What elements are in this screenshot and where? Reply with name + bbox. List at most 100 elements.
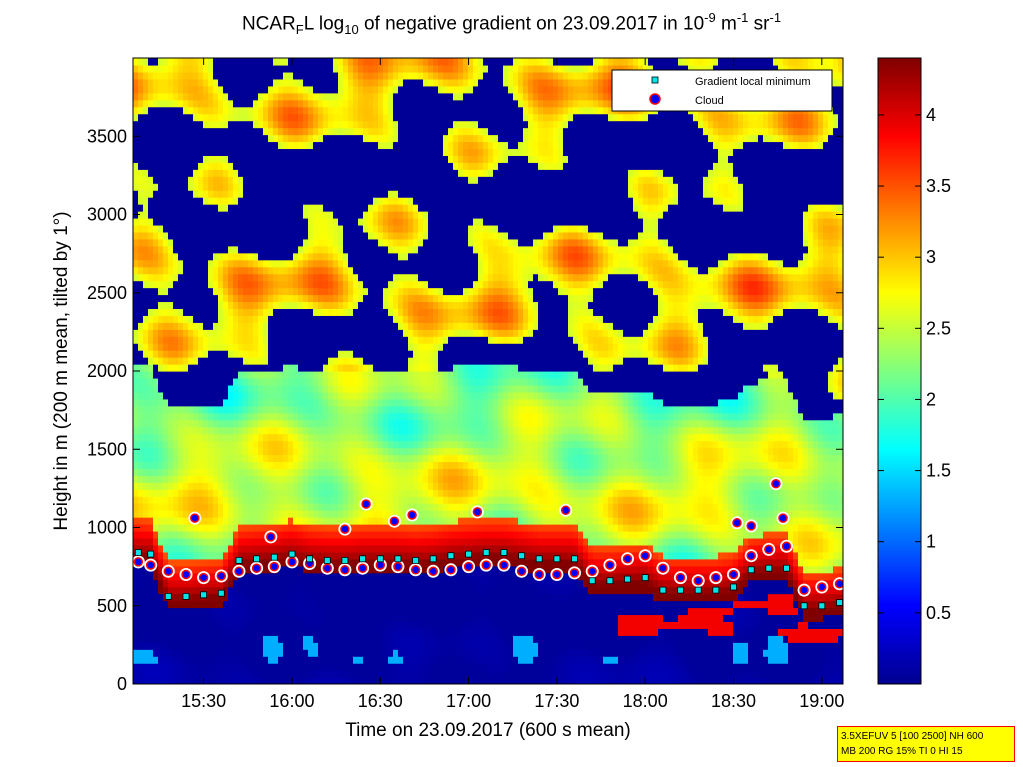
heatmap-cell bbox=[338, 176, 344, 184]
heatmap-cell bbox=[273, 162, 279, 170]
heatmap-cell bbox=[368, 447, 374, 456]
heatmap-cell bbox=[278, 58, 284, 66]
heatmap-cell bbox=[183, 343, 189, 351]
heatmap-cell bbox=[233, 85, 239, 94]
heatmap-cell bbox=[328, 670, 334, 678]
heatmap-cell bbox=[283, 524, 289, 532]
heatmap-cell bbox=[228, 496, 234, 504]
heatmap-cell bbox=[323, 357, 329, 365]
heatmap-cell bbox=[188, 537, 194, 546]
heatmap-cell bbox=[398, 489, 404, 497]
heatmap-cell bbox=[168, 217, 174, 226]
heatmap-cell bbox=[308, 211, 314, 219]
heatmap-cell bbox=[248, 113, 254, 122]
heatmap-cell bbox=[158, 336, 164, 344]
heatmap-cell bbox=[288, 377, 294, 386]
heatmap-cell bbox=[353, 405, 359, 414]
heatmap-cell bbox=[398, 510, 404, 518]
heatmap-cell bbox=[148, 85, 154, 94]
heatmap-cell bbox=[163, 677, 169, 684]
heatmap-cell bbox=[253, 169, 259, 177]
heatmap-cell bbox=[188, 475, 194, 483]
heatmap-cell bbox=[238, 224, 244, 233]
heatmap-cell bbox=[273, 113, 279, 122]
heatmap-cell bbox=[373, 440, 379, 449]
heatmap-cell bbox=[358, 391, 364, 400]
heatmap-cell bbox=[343, 217, 349, 226]
heatmap-cell bbox=[313, 482, 319, 490]
heatmap-cell bbox=[198, 176, 204, 184]
heatmap-cell bbox=[403, 649, 409, 657]
heatmap-cell bbox=[178, 141, 184, 150]
heatmap-cell bbox=[198, 217, 204, 226]
heatmap-cell bbox=[388, 440, 394, 449]
heatmap-cell bbox=[233, 280, 239, 289]
heatmap-cell bbox=[248, 461, 254, 469]
heatmap-cell bbox=[228, 350, 234, 358]
heatmap-cell bbox=[248, 371, 254, 379]
heatmap-cell bbox=[183, 245, 189, 254]
heatmap-cell bbox=[183, 371, 189, 379]
heatmap-cell bbox=[153, 586, 159, 595]
heatmap-cell bbox=[383, 524, 389, 532]
heatmap-cell bbox=[243, 621, 249, 629]
heatmap-cell bbox=[258, 426, 264, 435]
heatmap-cell bbox=[338, 621, 344, 629]
heatmap-cell bbox=[323, 162, 329, 170]
heatmap-cell bbox=[408, 371, 414, 379]
heatmap-cell bbox=[278, 99, 284, 108]
heatmap-cell bbox=[303, 412, 309, 421]
heatmap-cell bbox=[383, 544, 389, 553]
heatmap-cell bbox=[323, 99, 329, 108]
heatmap-cell bbox=[368, 565, 374, 574]
heatmap-cell bbox=[163, 224, 169, 233]
heatmap-cell bbox=[408, 419, 414, 428]
heatmap-cell bbox=[348, 308, 354, 316]
heatmap-cell bbox=[203, 245, 209, 254]
heatmap-cell bbox=[298, 190, 304, 198]
heatmap-cell bbox=[353, 544, 359, 553]
heatmap-cell bbox=[293, 426, 299, 435]
heatmap-cell bbox=[198, 71, 204, 80]
heatmap-cell bbox=[273, 343, 279, 351]
heatmap-cell bbox=[173, 315, 179, 323]
heatmap-cell bbox=[288, 468, 294, 476]
heatmap-cell bbox=[173, 224, 179, 233]
heatmap-cell bbox=[403, 398, 409, 407]
heatmap-cell bbox=[163, 280, 169, 289]
heatmap-cell bbox=[398, 329, 404, 337]
heatmap-cell bbox=[218, 440, 224, 449]
heatmap-cell bbox=[148, 99, 154, 108]
heatmap-cell bbox=[273, 252, 279, 261]
heatmap-cell bbox=[268, 544, 274, 553]
heatmap-cell bbox=[308, 141, 314, 150]
heatmap-cell bbox=[248, 120, 254, 129]
heatmap-cell bbox=[318, 607, 324, 616]
heatmap-cell bbox=[278, 454, 284, 463]
heatmap-cell bbox=[263, 364, 269, 372]
heatmap-cell bbox=[208, 454, 214, 463]
heatmap-cell bbox=[238, 58, 244, 66]
heatmap-cell bbox=[283, 454, 289, 463]
heatmap-cell bbox=[238, 106, 244, 115]
heatmap-cell bbox=[133, 148, 139, 156]
heatmap-cell bbox=[233, 600, 239, 609]
heatmap-cell bbox=[318, 537, 324, 546]
heatmap-cell bbox=[258, 593, 264, 602]
heatmap-cell bbox=[258, 586, 264, 595]
heatmap-cell bbox=[188, 530, 194, 539]
heatmap-cell bbox=[373, 287, 379, 296]
heatmap-cell bbox=[398, 106, 404, 115]
heatmap-cell bbox=[268, 357, 274, 365]
heatmap-cell bbox=[153, 677, 159, 684]
heatmap-cell bbox=[268, 106, 274, 115]
heatmap-cell bbox=[268, 579, 274, 588]
heatmap-cell bbox=[403, 350, 409, 358]
heatmap-cell bbox=[153, 190, 159, 198]
heatmap-cell bbox=[303, 454, 309, 463]
heatmap-cell bbox=[148, 468, 154, 476]
heatmap-cell bbox=[313, 537, 319, 546]
heatmap-cell bbox=[213, 371, 219, 379]
heatmap-cell bbox=[253, 607, 259, 616]
heatmap-cell bbox=[148, 176, 154, 184]
